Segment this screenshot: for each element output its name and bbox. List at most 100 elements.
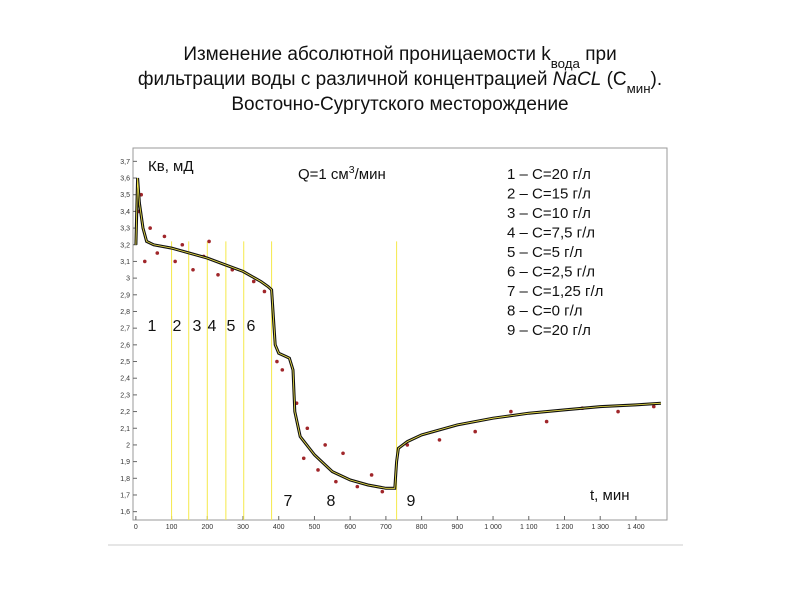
x-tick-label: 700 xyxy=(380,524,392,531)
x-axis-label: t, мин xyxy=(590,487,629,504)
y-tick-label: 3,7 xyxy=(120,159,130,166)
text-segment: при xyxy=(580,44,617,65)
point xyxy=(301,456,306,461)
text-segment: мин xyxy=(627,81,651,96)
x-tick-label: 400 xyxy=(273,524,285,531)
y-tick-label: 2,9 xyxy=(120,292,130,299)
legend-line: 8 – C=0 г/л xyxy=(507,303,583,320)
y-tick-label: 2,8 xyxy=(120,309,130,316)
y-tick-label: 2,1 xyxy=(120,426,130,433)
text-segment: (C xyxy=(601,69,626,90)
point xyxy=(148,226,152,230)
point xyxy=(173,259,177,264)
point xyxy=(191,267,195,272)
point xyxy=(355,484,360,489)
point xyxy=(651,404,656,409)
point xyxy=(216,272,220,277)
text-segment: Q=1 см xyxy=(298,166,349,183)
text-segment: фильтрации воды с различной концентрацие… xyxy=(138,69,553,90)
stage-label: 9 xyxy=(407,493,416,510)
y-tick-label: 2,3 xyxy=(120,392,130,399)
text-segment: Восточно-Сургутского месторождение xyxy=(231,94,568,115)
y-tick-label: 2,6 xyxy=(120,342,130,349)
legend-line: 6 – C=2,5 г/л xyxy=(507,264,595,281)
point xyxy=(334,479,338,484)
text-segment: NaCL xyxy=(553,69,602,90)
plot-frame xyxy=(132,147,668,521)
x-tick-label: 300 xyxy=(237,524,249,531)
point xyxy=(437,438,442,442)
y-tick-label: 2,4 xyxy=(120,376,130,383)
x-tick-label: 500 xyxy=(309,524,321,531)
x-tick-label: 0 xyxy=(134,524,138,531)
point xyxy=(251,279,256,284)
rich-text: Изменение абсолютной проницаемости kвода… xyxy=(183,44,616,71)
y-tick-label: 3,3 xyxy=(120,226,130,233)
y-tick-label: 2,7 xyxy=(120,326,130,333)
x-tick-label: 100 xyxy=(166,524,178,531)
legend-line: 3 – C=10 г/л xyxy=(507,205,591,222)
x-tick-label: 600 xyxy=(344,524,356,531)
data-line-highlight xyxy=(135,177,661,489)
legend-line: 4 – C=7,5 г/л xyxy=(507,225,595,242)
stage-label: 6 xyxy=(247,318,256,335)
x-tick-label: 1 200 xyxy=(556,524,574,531)
x-tick-label: 900 xyxy=(451,524,463,531)
legend-line: 2 – C=15 г/л xyxy=(507,186,591,203)
stage-label: 5 xyxy=(227,318,236,335)
y-tick-label: 2,2 xyxy=(120,409,130,416)
y-tick-label: 3,1 xyxy=(120,259,130,266)
point xyxy=(305,426,310,431)
x-tick-label: 800 xyxy=(416,524,428,531)
text-segment: /мин xyxy=(355,166,386,183)
point xyxy=(207,239,211,244)
rich-text: Q=1 см3/мин xyxy=(298,164,386,183)
y-tick-label: 3 xyxy=(126,276,130,283)
point xyxy=(509,409,513,414)
point xyxy=(180,242,185,247)
point xyxy=(280,368,285,372)
y-tick-label: 3,6 xyxy=(120,176,130,183)
x-tick-label: 1 100 xyxy=(520,524,538,531)
stage-label: 7 xyxy=(284,493,293,510)
y-tick-label: 1,8 xyxy=(120,476,130,483)
y-axis-label: Кв, мД xyxy=(148,158,194,175)
point xyxy=(316,468,320,472)
legend-line: 9 – C=20 г/л xyxy=(507,322,591,339)
x-tick-label: 1 400 xyxy=(627,524,645,531)
x-tick-label: 200 xyxy=(201,524,213,531)
point xyxy=(155,251,160,255)
y-tick-label: 3,2 xyxy=(120,242,130,249)
y-tick-label: 2 xyxy=(126,442,130,449)
point xyxy=(616,409,620,414)
y-tick-label: 1,7 xyxy=(120,492,130,499)
text-segment: 3 xyxy=(349,164,355,176)
y-tick-label: 3,4 xyxy=(120,209,130,216)
y-tick-label: 1,6 xyxy=(120,509,130,516)
stage-label: 2 xyxy=(173,318,182,335)
y-tick-label: 2,5 xyxy=(120,359,130,366)
point xyxy=(262,289,267,294)
text-segment: вода xyxy=(551,56,581,71)
x-tick-label: 1 000 xyxy=(484,524,502,531)
point xyxy=(473,429,477,434)
legend-line: 1 – C=20 г/л xyxy=(507,166,591,183)
x-tick-label: 1 300 xyxy=(591,524,609,531)
point xyxy=(162,234,167,239)
y-tick-label: 3,5 xyxy=(120,192,130,199)
point xyxy=(142,259,147,264)
point xyxy=(544,419,549,424)
point xyxy=(369,473,374,477)
text-segment: Изменение абсолютной проницаемости k xyxy=(183,44,551,65)
stage-label: 4 xyxy=(208,318,217,335)
legend-line: 7 – C=1,25 г/л xyxy=(507,283,603,300)
point xyxy=(380,489,385,494)
point xyxy=(275,359,279,364)
rich-text: фильтрации воды с различной концентрацие… xyxy=(138,69,662,96)
rich-text: Восточно-Сургутского месторождение xyxy=(231,94,568,115)
point xyxy=(341,451,345,456)
y-tick-label: 1,9 xyxy=(120,459,130,466)
stage-label: 3 xyxy=(193,318,202,335)
legend-line: 5 – C=5 г/л xyxy=(507,244,583,261)
